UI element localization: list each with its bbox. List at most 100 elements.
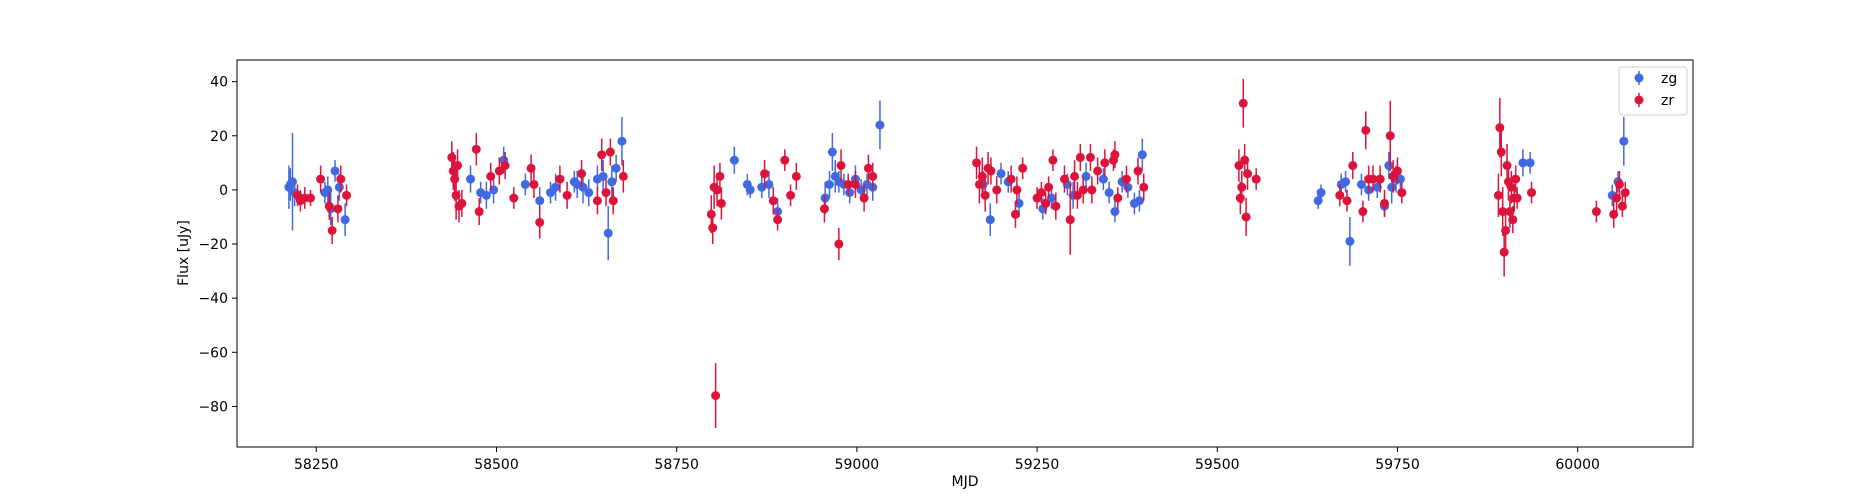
zg-data-point <box>340 215 350 225</box>
zr-data-point <box>1051 201 1061 211</box>
zr-data-point <box>1620 188 1630 198</box>
zr-data-point <box>342 190 352 200</box>
zr-data-point <box>1496 147 1506 157</box>
zr-data-point <box>486 171 496 181</box>
y-tick-label: 20 <box>210 129 228 145</box>
zg-data-point <box>611 163 621 173</box>
zr-data-point <box>1044 182 1054 192</box>
zr-data-point <box>1234 161 1244 171</box>
zr-data-point <box>708 223 718 233</box>
zr-data-point <box>791 171 801 181</box>
zg-data-point <box>1619 136 1629 146</box>
zr-data-point <box>1342 196 1352 206</box>
zr-data-point <box>306 193 316 203</box>
zr-data-point <box>1501 225 1511 235</box>
zr-data-point <box>1235 193 1245 203</box>
zr-data-point <box>451 190 461 200</box>
zr-data-point <box>605 147 615 157</box>
zr-data-point <box>986 166 996 176</box>
legend-zr-marker <box>1634 95 1644 105</box>
zr-data-point <box>773 215 783 225</box>
zr-data-point <box>1375 174 1385 184</box>
zr-data-point <box>1609 209 1619 219</box>
zr-data-point <box>1012 185 1022 195</box>
zr-data-point <box>509 193 519 203</box>
zr-data-point <box>1358 207 1368 217</box>
zg-data-point <box>323 185 333 195</box>
zr-data-point <box>453 161 463 171</box>
zg-data-point <box>1356 179 1366 189</box>
zg-data-point <box>1110 207 1120 217</box>
zr-data-point <box>1237 182 1247 192</box>
zr-data-point <box>500 161 510 171</box>
zr-data-point <box>1511 174 1521 184</box>
zr-data-point <box>786 190 796 200</box>
zr-data-point <box>836 161 846 171</box>
zr-data-point <box>1614 179 1624 189</box>
zr-data-point <box>1527 188 1537 198</box>
zg-data-point <box>1345 236 1355 246</box>
x-tick-label: 58750 <box>654 457 699 473</box>
zr-data-point <box>1006 174 1016 184</box>
zr-data-point <box>1612 193 1622 203</box>
x-tick-label: 59250 <box>1015 457 1060 473</box>
zg-data-point <box>288 177 298 187</box>
x-tick-label: 60000 <box>1555 457 1600 473</box>
zr-data-point <box>1505 207 1515 217</box>
zr-data-point <box>819 204 829 214</box>
zg-data-point <box>551 182 561 192</box>
zr-data-point <box>706 209 716 219</box>
zr-data-point <box>1041 198 1051 208</box>
zg-data-point <box>607 177 617 187</box>
zr-data-point <box>562 190 572 200</box>
zr-data-point <box>1139 182 1149 192</box>
zr-data-point <box>712 185 722 195</box>
y-axis: −80 −60 −40 −20 0 20 40 <box>198 75 237 415</box>
zr-data-point <box>992 185 1002 195</box>
zr-data-point <box>1498 207 1508 217</box>
plot-frame <box>236 59 1694 448</box>
zr-data-point <box>1502 161 1512 171</box>
zr-data-point <box>447 152 457 162</box>
zg-data-point <box>1104 188 1114 198</box>
zr-data-point <box>1380 198 1390 208</box>
zr-data-point <box>859 193 869 203</box>
zr-data-point <box>1348 161 1358 171</box>
zr-data-point <box>868 171 878 181</box>
zr-data-point <box>1087 185 1097 195</box>
legend-zg-label: zg <box>1661 71 1677 87</box>
zg-data-point <box>875 120 885 130</box>
zr-data-point <box>450 174 460 184</box>
zg-data-point <box>1316 188 1326 198</box>
zg-data-point <box>520 179 530 189</box>
zr-data-point <box>535 217 545 227</box>
zg-data-point <box>1525 158 1535 168</box>
zr-data-point <box>780 155 790 165</box>
zr-data-point <box>1100 158 1110 168</box>
zr-data-point <box>716 198 726 208</box>
zr-data-point <box>1010 209 1020 219</box>
legend-zr-label: zr <box>1661 93 1674 109</box>
zr-data-point <box>977 171 987 181</box>
legend-zg-marker <box>1634 73 1644 83</box>
zr-data-point <box>1508 215 1518 225</box>
zg-data-point <box>1384 161 1394 171</box>
zg-data-point <box>330 166 340 176</box>
zr-data-point <box>1251 174 1261 184</box>
zg-data-point <box>334 182 344 192</box>
zr-data-point <box>1241 212 1251 222</box>
zr-data-point <box>1361 125 1371 135</box>
zr-data-point <box>471 144 481 154</box>
zr-data-point <box>555 174 565 184</box>
zr-data-point <box>972 158 982 168</box>
y-tick-label: −60 <box>198 345 228 361</box>
zr-data-point <box>1065 215 1075 225</box>
zr-data-point <box>1121 174 1131 184</box>
x-tick-label: 58250 <box>294 457 339 473</box>
x-tick-label: 58500 <box>474 457 519 473</box>
zg-data-point <box>729 155 739 165</box>
zr-data-point <box>850 179 860 189</box>
zr-data-point <box>1392 166 1402 176</box>
zg-data-point <box>1341 177 1351 187</box>
y-tick-label: −80 <box>198 399 228 415</box>
